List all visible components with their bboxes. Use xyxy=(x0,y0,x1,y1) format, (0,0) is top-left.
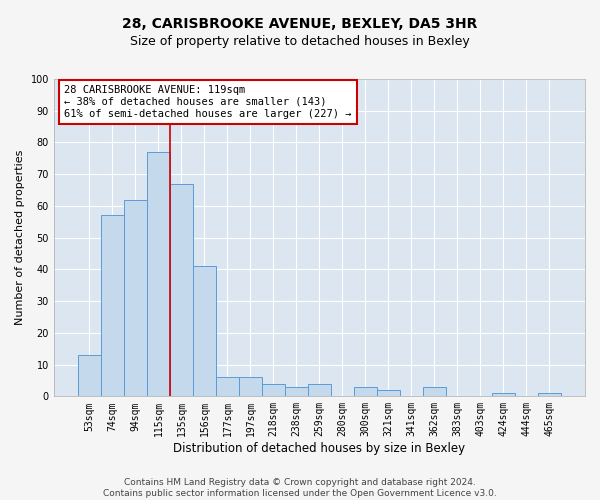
Text: 28 CARISBROOKE AVENUE: 119sqm
← 38% of detached houses are smaller (143)
61% of : 28 CARISBROOKE AVENUE: 119sqm ← 38% of d… xyxy=(64,86,352,118)
Y-axis label: Number of detached properties: Number of detached properties xyxy=(15,150,25,326)
Text: Size of property relative to detached houses in Bexley: Size of property relative to detached ho… xyxy=(130,35,470,48)
Bar xyxy=(101,216,124,396)
Bar xyxy=(124,200,147,396)
Bar xyxy=(308,384,331,396)
Bar xyxy=(193,266,216,396)
Bar xyxy=(492,393,515,396)
Bar xyxy=(239,378,262,396)
Text: 28, CARISBROOKE AVENUE, BEXLEY, DA5 3HR: 28, CARISBROOKE AVENUE, BEXLEY, DA5 3HR xyxy=(122,18,478,32)
Bar xyxy=(78,355,101,397)
Bar xyxy=(423,387,446,396)
Bar xyxy=(285,387,308,396)
Text: Contains HM Land Registry data © Crown copyright and database right 2024.
Contai: Contains HM Land Registry data © Crown c… xyxy=(103,478,497,498)
Bar xyxy=(377,390,400,396)
X-axis label: Distribution of detached houses by size in Bexley: Distribution of detached houses by size … xyxy=(173,442,466,455)
Bar xyxy=(262,384,285,396)
Bar xyxy=(170,184,193,396)
Bar xyxy=(538,393,561,396)
Bar xyxy=(216,378,239,396)
Bar xyxy=(147,152,170,396)
Bar xyxy=(354,387,377,396)
